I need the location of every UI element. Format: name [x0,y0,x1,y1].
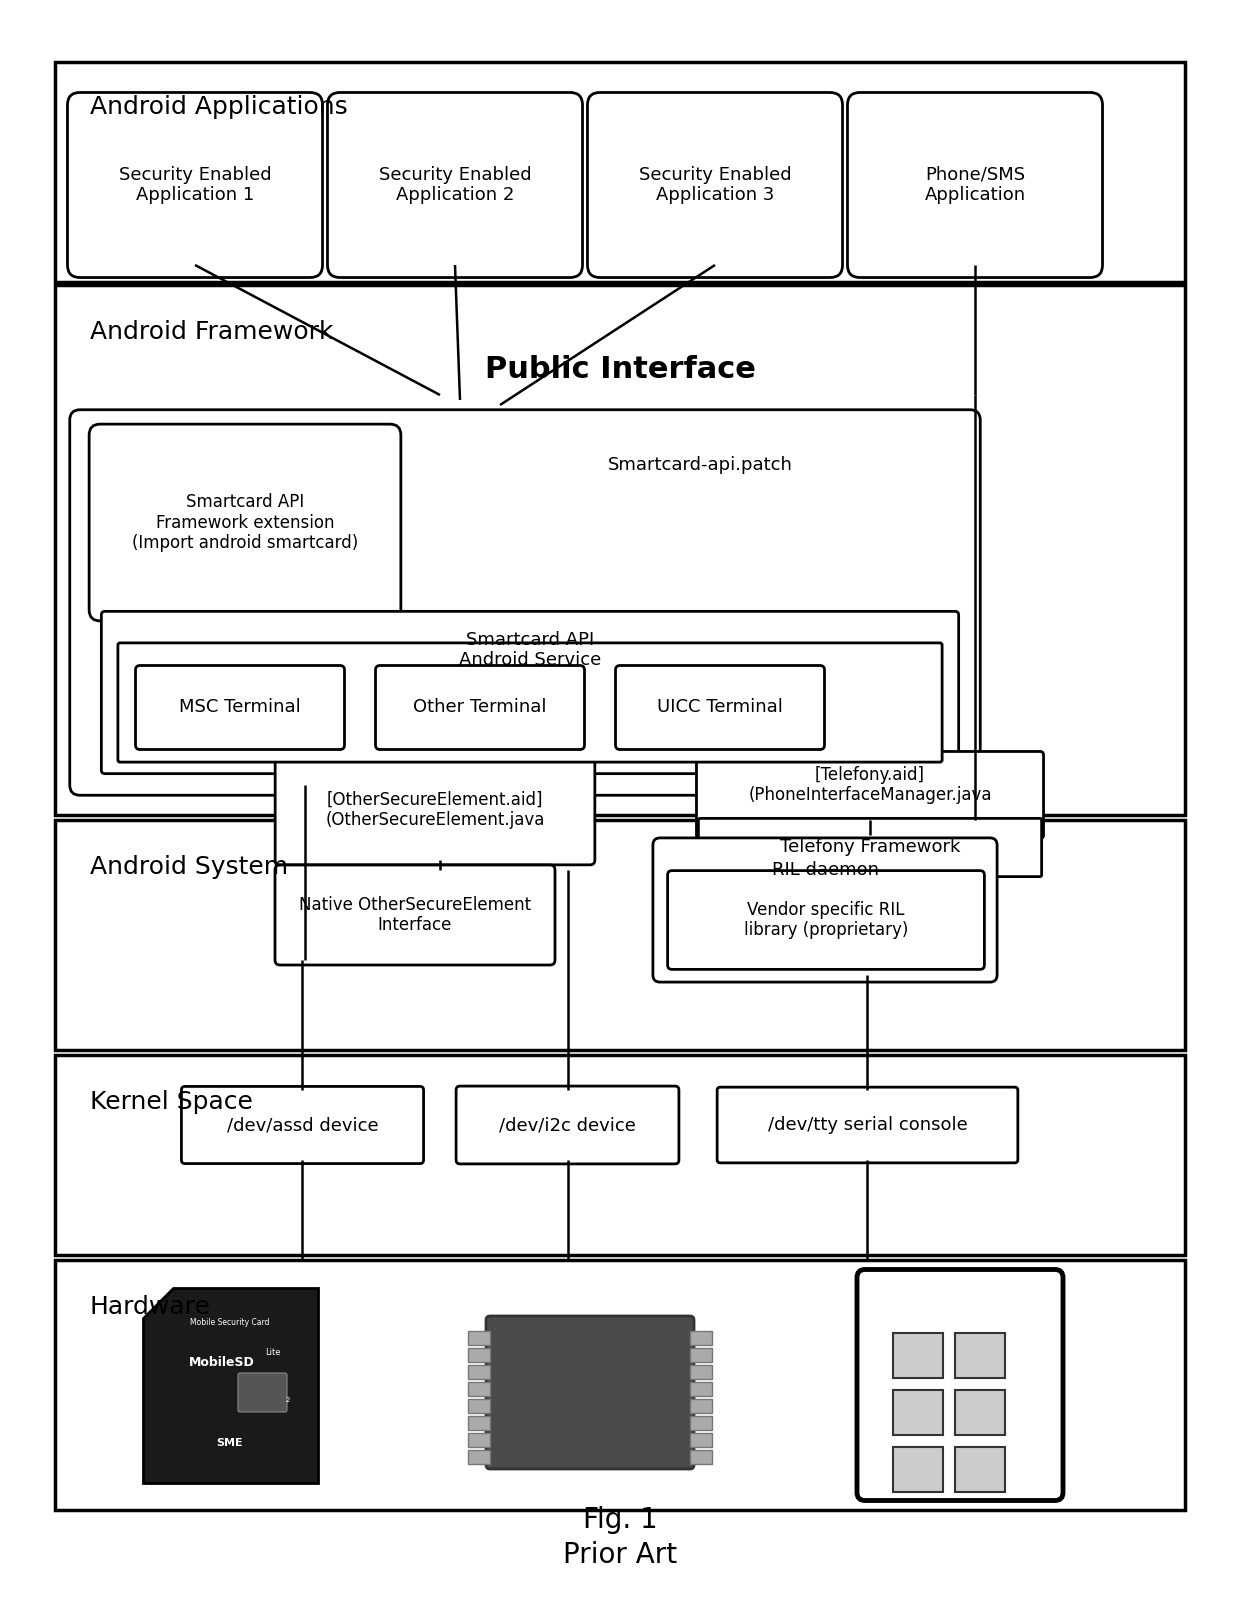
FancyBboxPatch shape [135,666,345,750]
Text: Android Framework: Android Framework [91,319,334,343]
FancyBboxPatch shape [588,93,842,278]
Text: /dev/assd device: /dev/assd device [227,1115,378,1135]
FancyBboxPatch shape [327,93,583,278]
Bar [55,820,1185,1050]
FancyBboxPatch shape [118,644,942,762]
Text: MobileSD: MobileSD [190,1356,255,1369]
Text: Vendor specific RIL
library (proprietary): Vendor specific RIL library (proprietary… [744,900,908,939]
Text: Kernel Space: Kernel Space [91,1090,253,1114]
Bar [467,1382,490,1396]
Bar [55,63,1185,282]
Bar [689,1433,712,1446]
FancyBboxPatch shape [102,612,959,774]
Text: Android System: Android System [91,855,288,880]
Text: Prior Art: Prior Art [563,1541,677,1570]
FancyBboxPatch shape [486,1316,694,1469]
FancyBboxPatch shape [89,424,401,621]
Bar [689,1366,712,1379]
Polygon shape [866,1278,910,1323]
FancyBboxPatch shape [456,1087,680,1164]
Bar [893,1446,942,1491]
Text: Terminal Factory: Terminal Factory [140,668,277,685]
Text: /dev/i2c device: /dev/i2c device [498,1115,636,1135]
Text: Smartcard-api.patch: Smartcard-api.patch [608,456,792,473]
FancyBboxPatch shape [376,666,584,750]
Bar [467,1348,490,1363]
Text: Public Interface: Public Interface [485,355,755,385]
FancyBboxPatch shape [69,409,981,794]
Bar [467,1332,490,1345]
Text: Security Enabled
Application 1: Security Enabled Application 1 [119,165,272,204]
FancyBboxPatch shape [667,870,985,969]
FancyBboxPatch shape [615,666,825,750]
Text: Hardware: Hardware [91,1295,211,1319]
Text: Smartcard API
Android Service: Smartcard API Android Service [459,631,601,669]
Bar [467,1449,490,1464]
Bar [955,1332,1004,1377]
Bar [467,1400,490,1412]
Bar [55,1260,1185,1510]
Text: RIL daemon: RIL daemon [771,860,878,880]
FancyBboxPatch shape [275,756,595,865]
Bar [689,1400,712,1412]
Text: Native OtherSecureElement
Interface: Native OtherSecureElement Interface [299,896,531,934]
FancyBboxPatch shape [181,1087,424,1164]
Bar [689,1348,712,1363]
Bar [55,286,1185,815]
FancyBboxPatch shape [275,865,556,965]
Text: Fig. 1: Fig. 1 [583,1505,657,1534]
FancyBboxPatch shape [698,819,1042,876]
Bar [689,1449,712,1464]
Bar [467,1366,490,1379]
Text: Android Applications: Android Applications [91,95,347,119]
Bar [467,1433,490,1446]
Bar [689,1382,712,1396]
Bar [893,1390,942,1435]
FancyBboxPatch shape [847,93,1102,278]
Text: [OtherSecureElement.aid]
(OtherSecureElement.java: [OtherSecureElement.aid] (OtherSecureEle… [325,791,544,830]
FancyBboxPatch shape [653,838,997,982]
Text: Smartcard API
Framework extension
(Import android smartcard): Smartcard API Framework extension (Impor… [131,493,358,552]
Text: SME: SME [217,1438,243,1448]
Bar [689,1416,712,1430]
Text: Mobile Security Card: Mobile Security Card [190,1318,270,1327]
FancyBboxPatch shape [697,751,1044,838]
Text: UICC Terminal: UICC Terminal [657,698,782,716]
FancyBboxPatch shape [857,1270,1063,1501]
Bar [467,1416,490,1430]
Text: Phone/SMS
Application: Phone/SMS Application [925,165,1025,204]
Bar [955,1390,1004,1435]
Text: Security Enabled
Application 2: Security Enabled Application 2 [378,165,531,204]
FancyBboxPatch shape [238,1372,286,1412]
Text: [Telefony.aid]
(PhoneInterfaceManager.java: [Telefony.aid] (PhoneInterfaceManager.ja… [748,766,992,804]
Text: Security Enabled
Application 3: Security Enabled Application 3 [639,165,791,204]
Bar [893,1332,942,1377]
Bar [55,1054,1185,1255]
Text: Telefony Framework: Telefony Framework [780,838,960,857]
Text: MSC Terminal: MSC Terminal [179,698,301,716]
FancyBboxPatch shape [717,1087,1018,1164]
Text: Lite: Lite [265,1348,280,1356]
Bar [689,1332,712,1345]
Text: 2: 2 [285,1396,290,1403]
FancyBboxPatch shape [67,93,322,278]
Polygon shape [143,1287,317,1483]
Text: Other Terminal: Other Terminal [413,698,547,716]
Bar [955,1446,1004,1491]
Text: /dev/tty serial console: /dev/tty serial console [768,1115,967,1135]
